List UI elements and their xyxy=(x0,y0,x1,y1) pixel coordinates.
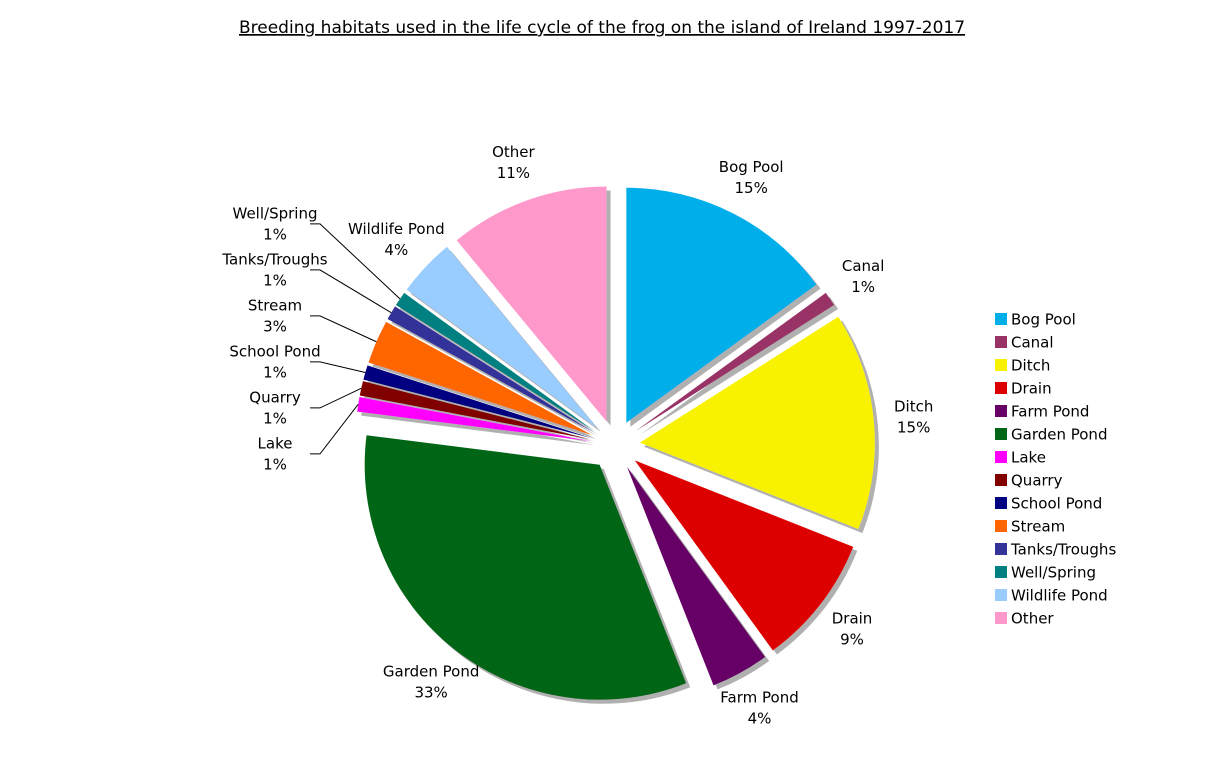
slice-label: Tanks/Troughs xyxy=(221,250,327,268)
leader-line xyxy=(310,404,359,455)
legend-label: Wildlife Pond xyxy=(1011,587,1108,605)
legend-swatch xyxy=(995,520,1007,532)
slice-label: Canal xyxy=(842,257,885,275)
pie-slice xyxy=(456,186,607,422)
pie xyxy=(357,186,875,700)
pie-slice xyxy=(634,460,854,651)
legend-swatch xyxy=(995,382,1007,394)
pie-slice xyxy=(387,306,594,433)
legend-label: Quarry xyxy=(1011,472,1063,490)
legend-swatch xyxy=(995,451,1007,463)
leader-line xyxy=(310,361,366,373)
legend-label: Other xyxy=(1011,610,1054,628)
slice-label: Well/Spring xyxy=(233,204,318,222)
slice-value-label: 15% xyxy=(897,418,930,436)
slice-label: Stream xyxy=(248,296,302,314)
legend-label: Canal xyxy=(1011,334,1054,352)
slice-value-label: 1% xyxy=(263,363,287,381)
leader-line xyxy=(310,387,362,409)
legend-label: School Pond xyxy=(1011,495,1102,513)
slice-value-label: 1% xyxy=(263,225,287,243)
legend-label: Lake xyxy=(1011,449,1046,467)
legend-swatch xyxy=(995,428,1007,440)
slice-label: Ditch xyxy=(894,397,933,415)
pie-slice xyxy=(363,365,591,439)
legend-swatch xyxy=(995,405,1007,417)
legend-label: Farm Pond xyxy=(1011,403,1089,421)
legend-swatch xyxy=(995,566,1007,578)
slice-value-label: 15% xyxy=(735,179,768,197)
pie-slice xyxy=(635,292,835,431)
slice-value-label: 1% xyxy=(263,455,287,473)
pie-slice xyxy=(639,316,875,530)
leader-line xyxy=(310,223,401,300)
legend-swatch xyxy=(995,543,1007,555)
slice-value-label: 3% xyxy=(263,317,287,335)
slice-value-label: 1% xyxy=(263,271,287,289)
pie-slice xyxy=(626,187,817,423)
slice-label: Garden Pond xyxy=(383,663,479,681)
legend-label: Ditch xyxy=(1011,357,1050,375)
slice-value-label: 1% xyxy=(851,278,875,296)
slice-label: Drain xyxy=(832,609,873,627)
slice-value-label: 4% xyxy=(748,709,772,727)
slice-label: Other xyxy=(492,143,535,161)
legend-swatch xyxy=(995,359,1007,371)
slice-label: Bog Pool xyxy=(719,158,784,176)
slice-label: Lake xyxy=(258,434,293,452)
legend-label: Bog Pool xyxy=(1011,311,1076,329)
slice-label: Wildlife Pond xyxy=(348,220,445,238)
pie-slice xyxy=(357,397,591,442)
slice-label: Quarry xyxy=(249,388,301,406)
leader-line xyxy=(310,269,392,314)
legend-label: Stream xyxy=(1011,518,1065,536)
pie-slice xyxy=(395,292,595,431)
legend-label: Garden Pond xyxy=(1011,426,1107,444)
pie-slice xyxy=(368,321,593,436)
chart-title: Breeding habitats used in the life cycle… xyxy=(239,18,965,38)
legend-swatch xyxy=(995,313,1007,325)
pie-slice xyxy=(359,381,591,440)
slice-value-label: 33% xyxy=(414,684,447,702)
slice-value-label: 1% xyxy=(263,409,287,427)
legend-label: Tanks/Troughs xyxy=(1010,541,1116,559)
slice-value-label: 11% xyxy=(497,164,530,182)
legend-swatch xyxy=(995,474,1007,486)
slice-value-label: 9% xyxy=(840,630,864,648)
pie-slice xyxy=(364,435,687,700)
legend-label: Well/Spring xyxy=(1011,564,1096,582)
legend-swatch xyxy=(995,497,1007,509)
legend-swatch xyxy=(995,612,1007,624)
slice-value-label: 4% xyxy=(384,241,408,259)
pie-slice xyxy=(627,466,766,686)
legend-swatch xyxy=(995,336,1007,348)
legend-swatch xyxy=(995,589,1007,601)
pie-slice xyxy=(406,246,597,428)
legend-label: Drain xyxy=(1011,380,1052,398)
slice-label: School Pond xyxy=(229,342,320,360)
leader-line xyxy=(310,315,377,343)
slice-label: Farm Pond xyxy=(720,688,798,706)
